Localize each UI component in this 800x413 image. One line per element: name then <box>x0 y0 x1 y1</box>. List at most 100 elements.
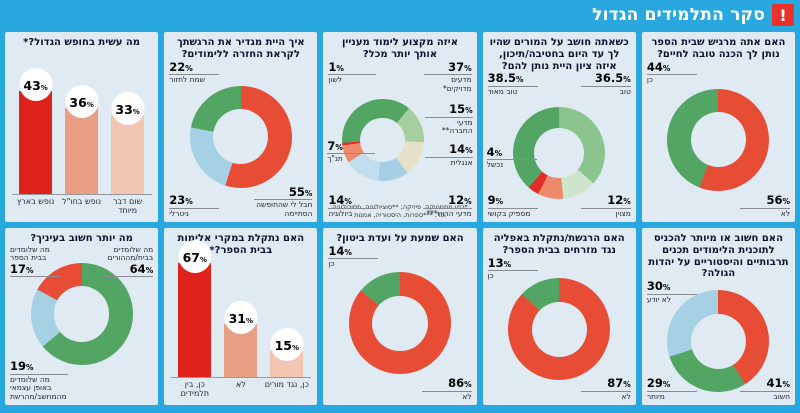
donut-hole <box>54 286 110 342</box>
slice-label: 7% תנ"ך <box>327 138 376 164</box>
slice-percent: 44% <box>646 59 697 76</box>
percent-sign: % <box>662 283 671 293</box>
slice-percent: 56% <box>740 194 790 209</box>
percent-value: 86 <box>448 375 465 390</box>
percent-sign: % <box>623 196 631 206</box>
percent-value: 38.5 <box>487 71 516 86</box>
slice-percent: 7% <box>327 138 376 155</box>
percent-sign: % <box>464 63 472 73</box>
slice-percent: 17% <box>10 262 61 278</box>
bar-value-bubble: 33% <box>111 91 145 125</box>
slice-percent: 1% <box>328 59 377 76</box>
donut-chart-area: 41% חשוב 29% מיותר 30% לא יודע <box>646 280 791 402</box>
percent-sign: % <box>336 63 344 73</box>
donut-hole <box>372 295 428 351</box>
slice-name: מדעים מדויקים* <box>442 75 472 93</box>
bar-percent: 31% <box>229 308 253 327</box>
slice-name: חבל לי שהחופשה הסתיימה <box>256 200 313 218</box>
slice-label: 36.5% טוב <box>580 72 631 97</box>
percent-value: 7 <box>327 138 336 153</box>
donut-chart <box>667 88 770 191</box>
bar-value-bubble: 36% <box>65 84 99 118</box>
percent-value: 29 <box>646 375 663 390</box>
percent-value: 1 <box>328 59 337 74</box>
slice-name: תנ"ך <box>327 154 343 164</box>
percent-sign: % <box>246 316 254 325</box>
percent-value: 64 <box>129 261 146 276</box>
slice-percent: 22% <box>169 60 220 76</box>
percent-value: 56 <box>766 192 783 207</box>
slice-label: 15% מדעי החברה** <box>424 102 473 135</box>
bar-label: נופש בחו"ל <box>62 196 102 206</box>
slice-label: 44% כן <box>646 59 697 85</box>
slice-label: 4% נכשל <box>486 145 537 170</box>
panel-title: מה עשית בחופש הגדול?* <box>23 37 141 48</box>
donut-hole <box>690 313 746 369</box>
slice-label: מה שלומדים בבית/מההורים 64% <box>103 244 154 278</box>
bar-label: שום דבר מיוחד <box>113 196 143 215</box>
panel-title: האם חשוב או מיותר להכניס לתוכנית הלימודי… <box>648 233 789 280</box>
panel-title: איך היית מגדיר את הרגשתך לקראת החזרה ללי… <box>176 37 305 60</box>
donut-hole <box>360 117 405 162</box>
slice-label: 55% חבל לי שהחופשה הסתיימה <box>254 184 313 218</box>
slice-name: אנגלית <box>450 157 473 167</box>
slice-name: מה שלומדים בבית/מההורים <box>107 244 154 263</box>
percent-value: 44 <box>646 59 663 74</box>
bar-label: לא <box>235 379 246 389</box>
charts-grid: האם אתה מרגיש שבית הספר נותן לך הכנה טוב… <box>5 32 795 405</box>
percent-sign: % <box>200 255 208 264</box>
percent-sign: % <box>185 63 193 73</box>
slice-name: מצוין <box>615 208 631 218</box>
slice-name: מספיק בקושי <box>487 208 531 218</box>
bar: 31% <box>224 300 258 377</box>
slice-label: 14% כן <box>328 244 379 269</box>
percent-value: 55 <box>288 184 305 199</box>
slice-label: מה שלומדים בבית הספר 17% <box>10 245 61 278</box>
slice-name: חשוב <box>773 391 790 401</box>
panel-important: מה יותר חשוב בעיניך? מה שלומדים בבית/מההו… <box>5 228 159 405</box>
bar-column: 15% <box>264 327 310 377</box>
bar: 36% <box>65 84 99 194</box>
slice-label: 87% לא <box>580 377 631 401</box>
slice-percent: 41% <box>740 377 790 392</box>
bar-column: 67% <box>172 239 218 377</box>
slice-percent: 12% <box>580 192 631 209</box>
bar-column: 43% <box>13 67 59 194</box>
slice-name: טוב <box>619 87 631 97</box>
panel-title: האם שמעת על ועדת ביטון? <box>336 233 464 244</box>
percent-value: 12 <box>607 192 624 207</box>
slice-percent: 4% <box>486 145 537 161</box>
percent-value: 31 <box>228 310 246 326</box>
panel-title: איזה מקצוע לימוד מעניין אותך יותר מכל? <box>341 37 459 60</box>
percent-sign: % <box>623 379 631 389</box>
panel-biton: האם שמעת על ועדת ביטון? 86% לא 14% כן <box>323 228 477 405</box>
bar-chart-area: 43% 36% 33% נופש בארץ נופש בחו"ל שום דבר מיוח… <box>9 49 154 219</box>
percent-value: 33 <box>115 101 133 117</box>
slice-name: ניטרלי <box>169 208 189 218</box>
slice-label: 56% לא <box>740 194 790 218</box>
bars-row: 43% 36% 33% <box>12 67 152 194</box>
panel-title: מה יותר חשוב בעיניך? <box>30 233 133 244</box>
donut-chart <box>513 107 606 200</box>
donut-chart-area: 56% לא 44% כן <box>646 59 791 219</box>
slice-label: 9% מספיק בקושי <box>487 194 538 218</box>
slice-label: 86% לא <box>421 375 472 401</box>
percent-value: 15 <box>449 102 466 117</box>
panel-violence: האם נתקלת במקרי אלימות בבית הספר?* 67% 31%… <box>164 228 318 405</box>
percent-value: 36 <box>69 94 87 110</box>
percent-sign: % <box>344 196 352 206</box>
percent-sign: % <box>26 363 34 373</box>
donut-hole <box>213 109 269 165</box>
slice-name: נכשל <box>486 160 504 170</box>
donut-hole <box>534 128 585 178</box>
bar-percent: 15% <box>275 335 299 354</box>
panel-teachers: כשאתה חושב על המורים שהיו לך עד היום בחט… <box>482 32 636 222</box>
slice-label: 13% כן <box>487 256 538 281</box>
bar-percent: 36% <box>69 92 93 111</box>
slice-percent: 55% <box>254 184 313 201</box>
panel-title: האם נתקלת במקרי אלימות בבית הספר?* <box>177 233 305 256</box>
bar-label: כן, בין תלמידים <box>180 379 210 398</box>
panel-title: כשאתה חושב על המורים שהיו לך עד היום בחט… <box>489 37 629 72</box>
chart-footnote: *כמו מתמטיקה, פיזיקה; **סוציולוגיה, פסיכ… <box>332 202 468 219</box>
percent-sign: % <box>623 75 631 85</box>
